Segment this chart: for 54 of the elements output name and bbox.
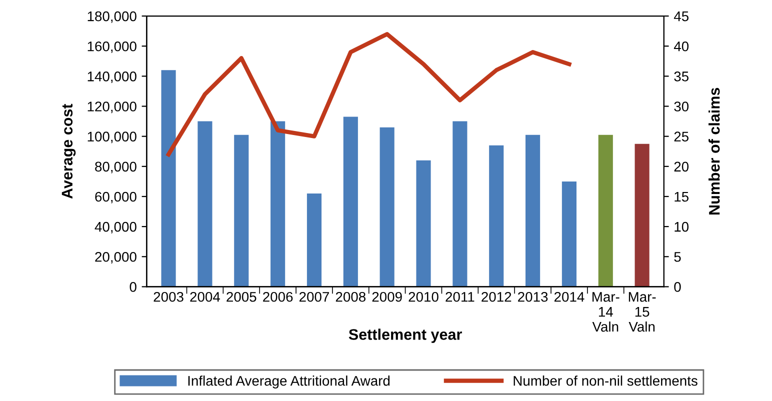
legend-label: Inflated Average Attritional Award: [188, 376, 390, 388]
y2-tick-label: 25: [674, 132, 689, 142]
y2-tick-label: 5: [674, 252, 681, 262]
y2-axis-title: Number of claims: [708, 88, 720, 214]
x-axis-title: Settlement year: [348, 328, 462, 343]
y2-tick-label: 15: [674, 192, 689, 202]
bar: [234, 134, 249, 287]
x-tick-label: Mar- 15 Valn: [628, 292, 656, 332]
y-tick-label: 80,000: [95, 162, 136, 174]
bar: [489, 145, 504, 287]
y2-tick-label: 45: [674, 12, 689, 22]
line-series: [166, 32, 572, 156]
bar: [198, 121, 212, 287]
x-tick-label: 2005: [226, 292, 256, 302]
y-tick-label: 0: [130, 282, 136, 292]
bar: [416, 160, 431, 287]
legend-label: Number of non-nil settlements: [514, 376, 698, 386]
x-tick-label: 2004: [190, 292, 220, 302]
x-tick-label: 2006: [263, 292, 293, 302]
y2-tick-label: 0: [674, 282, 681, 292]
y-axis-title: Average cost: [62, 104, 76, 199]
bar: [526, 134, 540, 287]
y-tick-label: 120,000: [88, 102, 136, 114]
bar: [343, 116, 358, 287]
x-tick-label: 2014: [554, 292, 584, 302]
y-tick-label: 20,000: [95, 252, 136, 264]
x-tick-label: 2010: [408, 292, 438, 302]
bar: [380, 127, 394, 287]
x-tick-label: 2013: [518, 292, 548, 302]
y-tick-label: 40,000: [94, 222, 136, 234]
bar: [562, 181, 576, 287]
x-tick-label: 2008: [336, 292, 366, 302]
y-tick-label: 180,000: [88, 11, 136, 23]
y-tick-label: 60,000: [95, 192, 136, 204]
y-tick-label: 140,000: [88, 72, 136, 83]
x-tick-label: Mar- 14 Valn: [592, 292, 620, 332]
bar: [452, 121, 468, 287]
bar: [270, 121, 286, 287]
y-tick-label: 160,000: [88, 41, 136, 53]
x-tick-label: 2007: [299, 292, 329, 302]
y2-tick-label: 20: [674, 162, 689, 172]
x-tick-label: 2012: [482, 292, 512, 302]
x-tick-label: 2011: [446, 292, 474, 302]
y2-tick-label: 30: [674, 102, 689, 112]
bar: [161, 70, 176, 287]
y2-tick-label: 35: [674, 72, 689, 82]
bar: [634, 144, 650, 287]
bar: [598, 134, 613, 287]
y2-tick-label: 40: [674, 41, 689, 52]
x-tick-label: 2009: [372, 292, 402, 302]
x-tick-label: 2003: [154, 292, 184, 302]
y-tick-label: 100,000: [88, 132, 136, 144]
y2-tick-label: 10: [674, 222, 689, 232]
bar: [306, 193, 322, 287]
